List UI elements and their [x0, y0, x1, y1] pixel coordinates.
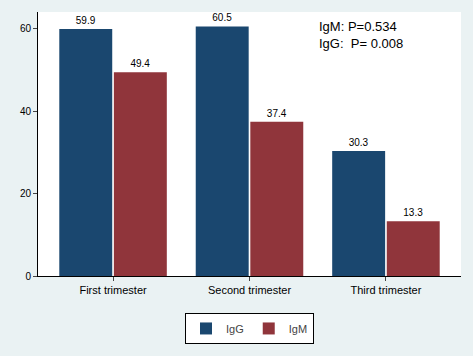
svg-text:60.5: 60.5 [212, 12, 232, 23]
svg-text:0: 0 [25, 271, 31, 282]
svg-text:IgG: P= 0.008: IgG: P= 0.008 [319, 36, 403, 51]
svg-text:IgG: IgG [226, 323, 244, 335]
svg-text:Third trimester: Third trimester [350, 284, 421, 296]
svg-text:59.9: 59.9 [76, 15, 96, 26]
svg-text:30.3: 30.3 [349, 137, 369, 148]
svg-text:IgM: IgM [289, 323, 307, 335]
svg-text:IgM: P=0.534: IgM: P=0.534 [319, 19, 397, 34]
svg-text:Second trimester: Second trimester [208, 284, 291, 296]
svg-text:40: 40 [20, 106, 32, 117]
svg-text:13.3: 13.3 [403, 207, 423, 218]
svg-text:60: 60 [20, 23, 32, 34]
svg-text:49.4: 49.4 [130, 58, 150, 69]
svg-text:First trimester: First trimester [79, 284, 147, 296]
svg-text:37.4: 37.4 [267, 108, 287, 119]
svg-text:20: 20 [20, 188, 32, 199]
